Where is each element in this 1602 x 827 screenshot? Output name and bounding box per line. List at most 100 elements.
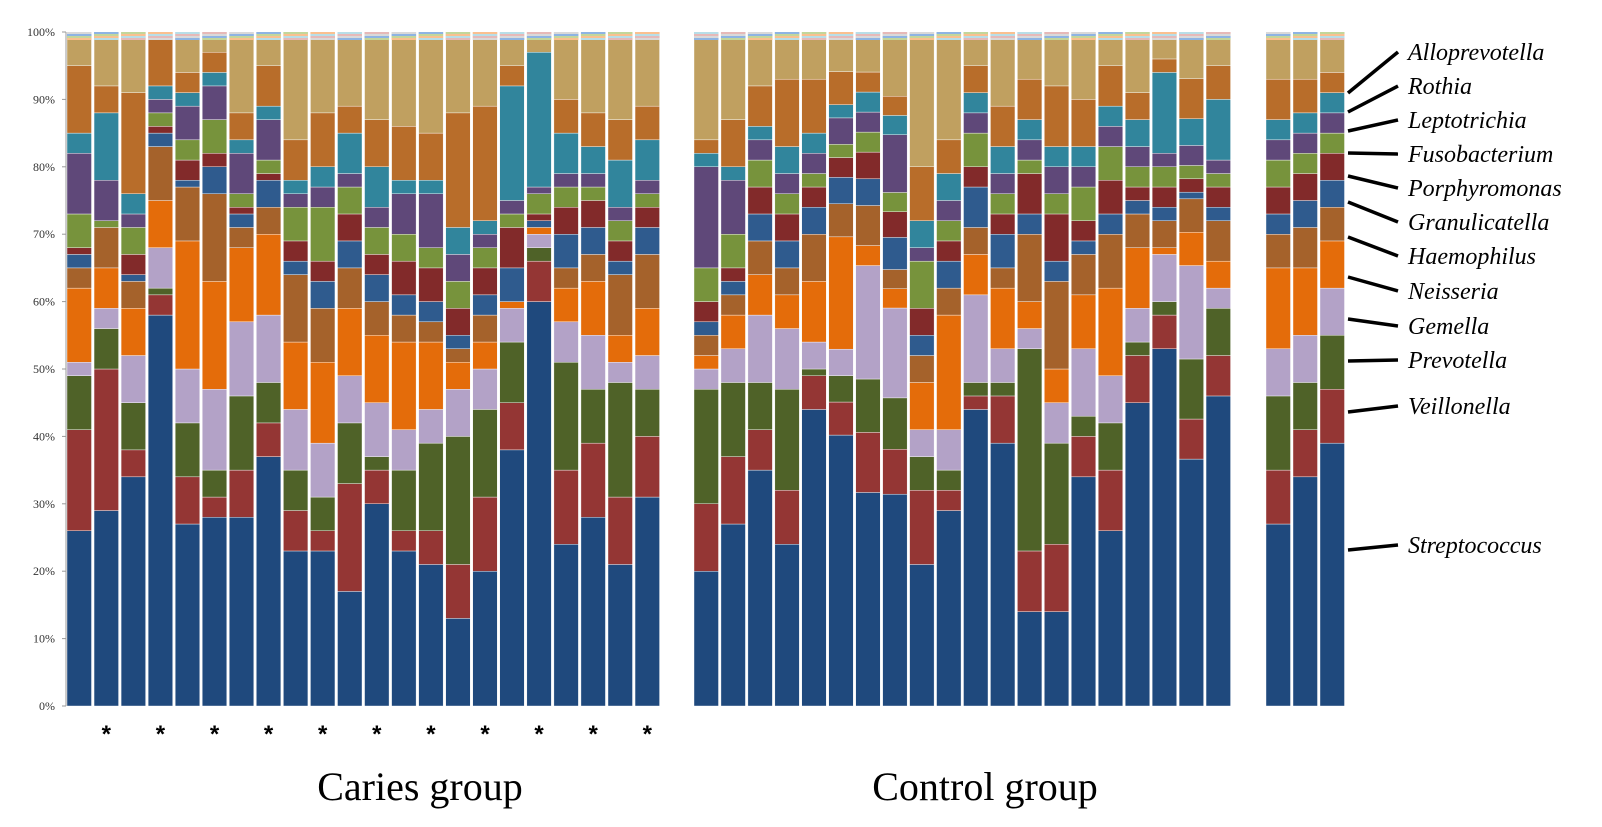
bar-segment-alloprevotella [828,71,854,105]
bar-segment-rothia [1124,119,1150,147]
bar-segment-leptotrichia [936,200,962,221]
bar-segment-gemella [1124,308,1150,343]
bar-segment-streptococcus [1319,442,1345,707]
rare-taxa-stripe [694,32,719,34]
y-tick-label: 70% [33,227,55,241]
bar-segment-veillonella [607,496,633,565]
bar-segment-fusobacterium [774,193,800,215]
bar-column [1098,31,1123,707]
bar-segment-alloprevotella [66,65,92,134]
rare-taxa-stripe [635,32,660,34]
bar-segment-haemophilus [364,301,390,336]
bar-segment-haemophilus [1071,254,1097,296]
bar-segment-neisseria [1017,301,1043,329]
bar-segment-rothia [607,159,633,208]
bar-segment-granulicatella [229,213,255,228]
bar-segment-granulicatella [963,186,989,228]
bar-segment-alloprevotella [1319,72,1345,93]
bar-segment-gemella [1205,287,1231,309]
bar-segment-streptococcus [1017,611,1043,707]
bar-segment-granulicatella [1319,180,1345,208]
legend-leader-line [1347,543,1399,552]
rare-taxa-stripe [175,32,200,34]
rare-taxa-stripe [499,36,525,38]
rare-taxa-stripe [94,38,119,40]
rare-taxa-stripe [337,32,362,34]
bar-segment-gemella [418,409,444,444]
bar-segment-leptotrichia [174,105,200,141]
bar-segment-other [553,31,579,100]
bar-segment-prevotella [526,247,552,262]
bar-segment-haemophilus [1151,220,1177,248]
bar-segment-granulicatella [1265,213,1291,235]
bar-segment-veillonella [855,432,881,493]
bar-segment-veillonella [147,294,173,316]
bar-column [1292,31,1318,707]
rare-taxa-stripe [337,34,362,36]
bar-segment-neisseria [1205,260,1231,289]
bar-segment-gemella [174,368,200,424]
rare-taxa-stripe [774,32,800,34]
bar-segment-rothia [774,146,800,174]
y-axis: 0% 10% 20% 30% 40% 50% 60% 70% 80% 90% 100% [27,25,67,713]
bar-segment-porphyromonas [607,240,633,262]
rare-taxa-stripe [202,36,227,38]
bar-segment-neisseria [391,341,417,430]
bar-segment-streptococcus [693,571,719,707]
rare-taxa-stripe [855,32,881,34]
bar-segment-porphyromonas [1098,180,1123,215]
rare-taxa-stripe [1320,38,1345,40]
bar-segment-leptotrichia [391,193,417,235]
legend-leader-line [1347,404,1399,414]
bar-segment-other [720,31,746,120]
rare-taxa-stripe [1098,36,1123,38]
bar-segment-other [310,31,336,114]
y-tick-label: 50% [33,362,55,376]
rare-taxa-stripe [747,34,773,36]
bar-segment-leptotrichia [553,173,579,188]
rare-taxa-stripe [418,34,444,36]
rare-taxa-stripe [553,32,579,34]
bar-segment-leptotrichia [720,180,746,235]
rare-taxa-stripe [445,38,471,40]
bar-column [120,31,146,707]
rare-taxa-stripe [499,32,525,34]
bar-segment-haemophilus [337,267,363,309]
bar-segment-gemella [147,247,173,289]
bar-segment-rothia [634,139,660,181]
legend-label-fusobacterium: Fusobacterium [1407,142,1553,168]
rare-taxa-stripe [148,36,173,38]
bar-segment-porphyromonas [909,308,935,336]
bar-segment-granulicatella [909,335,935,356]
bar-segment-alloprevotella [774,78,800,147]
rare-taxa-stripe [580,36,606,38]
bar-segment-rothia [229,139,255,154]
bar-segment-fusobacterium [801,173,827,188]
bar-segment-neisseria [801,281,827,343]
bar-segment-prevotella [1017,348,1043,552]
bar-segment-leptotrichia [828,117,854,145]
bar-segment-gemella [855,265,881,380]
bar-segment-gemella [391,429,417,471]
bar-segment-prevotella [1265,395,1291,471]
bar-column [855,31,881,707]
bar-segment-veillonella [174,476,200,525]
bar-segment-alloprevotella [283,139,309,181]
bar-segment-alloprevotella [1151,58,1177,73]
rare-taxa-stripe [720,36,746,38]
bar-segment-alloprevotella [909,166,935,221]
rare-taxa-stripe [990,36,1015,38]
bar-segment-fusobacterium [1124,166,1150,188]
bar-segment-prevotella [66,375,92,430]
bar-segment-fusobacterium [1017,159,1043,174]
bar-segment-prevotella [174,422,200,478]
bar-segment-fusobacterium [963,132,989,168]
bar-segment-granulicatella [391,294,417,316]
bar-segment-haemophilus [553,267,579,289]
bar-segment-granulicatella [1205,207,1231,221]
bar-segment-neisseria [1071,294,1097,349]
bar-segment-prevotella [120,402,146,451]
bar-segment-gemella [1292,335,1318,383]
bar-segment-haemophilus [1319,207,1345,242]
bar-column [801,31,827,707]
